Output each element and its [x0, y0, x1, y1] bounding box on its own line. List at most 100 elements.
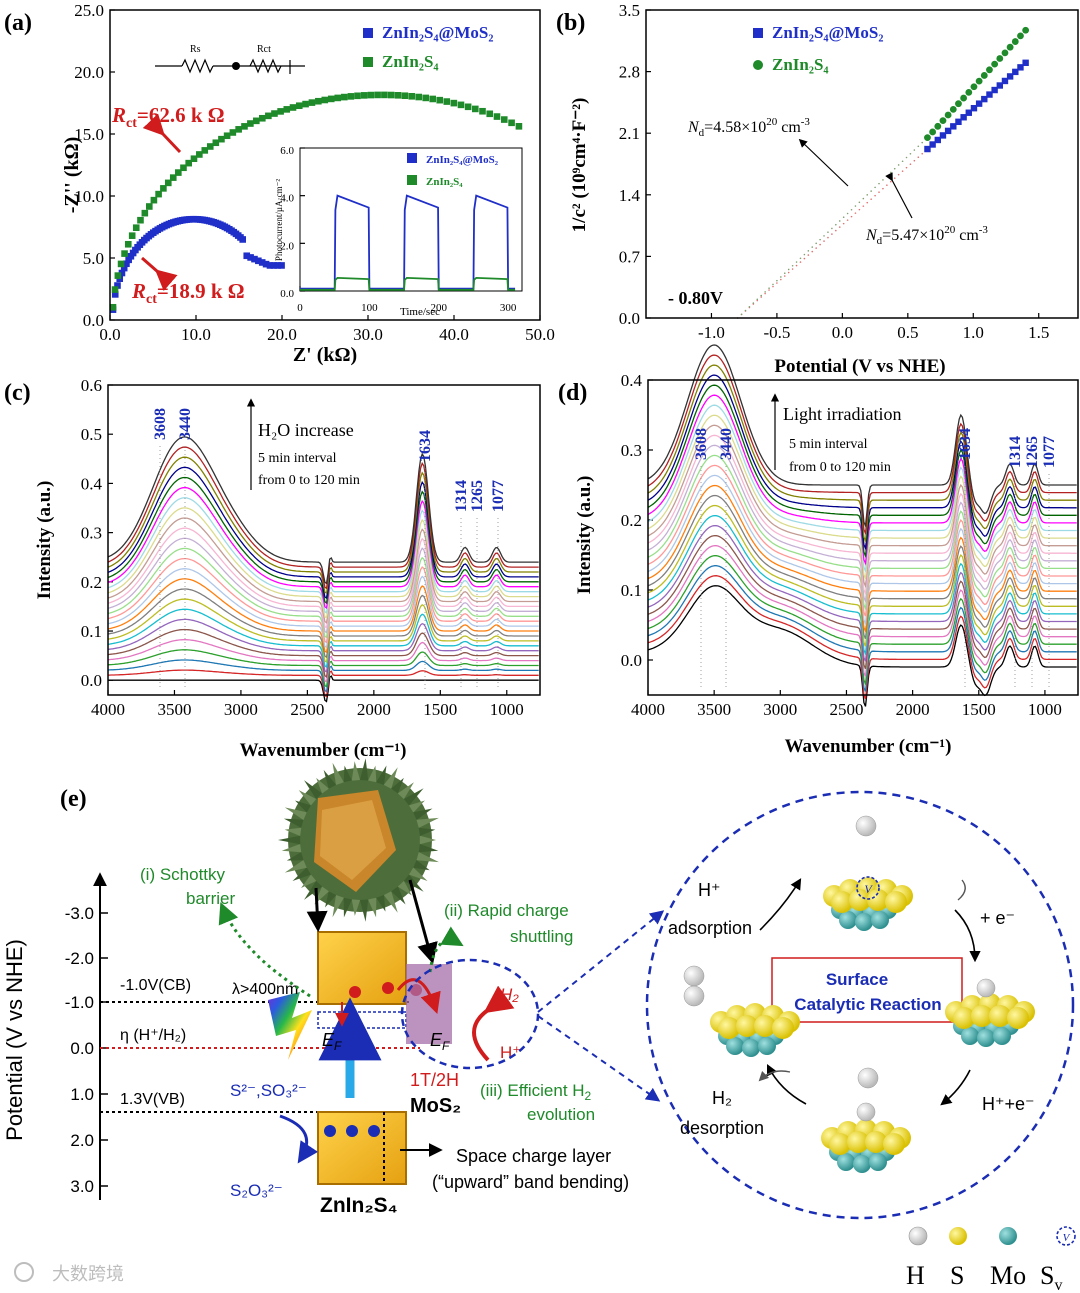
data-point	[141, 209, 149, 217]
mo-atom	[855, 913, 873, 931]
spike	[304, 880, 323, 900]
plus-e-label: + e⁻	[980, 908, 1015, 928]
x-tick-label: 2000	[896, 700, 930, 719]
ef-label-zis: EF	[322, 1030, 342, 1053]
h2-label: H₂	[500, 985, 519, 1004]
catalytic-cycle-circle	[645, 790, 1075, 1220]
electron-curve-2	[758, 1070, 791, 1082]
legend-label: ZnIn₂S₄	[772, 55, 829, 74]
data-point	[991, 60, 999, 68]
spectrum-line	[647, 524, 1077, 662]
fit-line-dot	[811, 250, 814, 253]
data-point	[354, 92, 361, 100]
spectrum-line	[647, 384, 1077, 559]
panel-label-e: (e)	[60, 786, 87, 812]
axis-xlabel-d: Wavenumber (cm⁻¹)	[785, 736, 952, 757]
spike	[416, 852, 439, 863]
spike	[418, 843, 439, 853]
data-point	[387, 91, 395, 99]
spike	[383, 767, 398, 789]
spike	[397, 880, 412, 896]
y-tick-label: 6.0	[280, 145, 294, 157]
spike	[332, 762, 344, 786]
fit-line-dot	[858, 208, 861, 211]
legend-marker	[363, 28, 373, 38]
spike	[284, 859, 307, 873]
data-point	[114, 282, 121, 289]
y-tick-label: 0.0	[619, 309, 640, 328]
spectrum-line	[107, 456, 539, 595]
schottky-label-2: barrier	[186, 889, 235, 908]
data-point	[415, 93, 423, 101]
data-point	[924, 134, 931, 142]
data-point	[429, 95, 436, 103]
spike	[295, 800, 312, 813]
fit-line-dot	[893, 177, 896, 179]
fit-line-dot	[740, 313, 743, 316]
circuit-label-rct: Rct	[257, 44, 271, 55]
spectrum-line	[107, 618, 539, 674]
fit-line-dot	[803, 253, 806, 256]
nd-arrow-green	[798, 138, 849, 187]
phase-label: 1T/2H	[410, 1070, 459, 1090]
data-point	[274, 262, 281, 269]
mo-atom	[839, 911, 857, 929]
h-atom	[683, 965, 705, 987]
peak-label: 1077	[1041, 436, 1058, 468]
s-atom	[883, 1133, 905, 1155]
data-point	[955, 118, 962, 126]
light-bolt-icon	[268, 992, 312, 1060]
fit-line-dot	[835, 229, 837, 232]
space-charge-label: Space charge layer	[456, 1146, 611, 1166]
mos2-label: MoS₂	[410, 1095, 461, 1117]
x-tick-label: 1500	[423, 700, 457, 719]
peak-labels-c: 3608 3440 1634 1314 1265 1077	[152, 408, 507, 690]
data-point	[986, 66, 993, 74]
nd-label-green: Nd=4.58×1020 cm-3	[687, 116, 810, 139]
fit-line-dot	[783, 275, 786, 277]
fit-line-dot	[799, 261, 802, 263]
data-point	[190, 155, 198, 163]
electron-curve-1	[957, 879, 966, 901]
legend-h-ball	[908, 1226, 928, 1246]
efficient-label-2: evolution	[527, 1105, 595, 1124]
h-atom	[683, 985, 705, 1007]
legend-sv: Sv	[1040, 1261, 1062, 1293]
data-points-a	[109, 91, 523, 313]
potential-tick-label: -1.0	[65, 993, 94, 1012]
efficient-label: (iii) Efficient H2	[480, 1081, 592, 1103]
data-point	[321, 96, 329, 104]
cycle-arrow-2	[954, 909, 981, 963]
spectrum-line	[108, 675, 539, 703]
legend-marker	[363, 57, 373, 67]
spectrum-line	[107, 466, 539, 600]
data-point	[206, 143, 214, 150]
x-tick-label: 1000	[490, 700, 524, 719]
spectrum-line	[107, 486, 539, 610]
s-atom	[1007, 1007, 1029, 1029]
s-atom	[736, 1015, 758, 1037]
data-point	[924, 145, 931, 153]
data-point	[241, 123, 248, 130]
potential-tick-label: -3.0	[65, 904, 94, 923]
fit-line-dot	[819, 243, 821, 246]
spectrum-line	[107, 659, 539, 693]
spike	[343, 897, 352, 918]
y-tick-label: 1.4	[619, 186, 641, 205]
photocurrent-line	[300, 194, 516, 290]
data-point	[118, 269, 126, 277]
spike	[418, 827, 436, 837]
legend-marker	[407, 175, 417, 185]
ef-label-mos2: EF	[430, 1030, 450, 1053]
y-tick-label: 0.0	[83, 311, 104, 330]
data-point	[464, 103, 472, 111]
panel-label-c: (c)	[4, 380, 31, 406]
y-tick-labels-a: 0.0 5.0 10.0 15.0 20.0 25.0	[74, 1, 115, 330]
mo-atom	[993, 1027, 1011, 1045]
data-point	[247, 254, 254, 261]
h-ads-label-2: adsorption	[668, 918, 752, 938]
fit-line-dot	[795, 264, 798, 267]
data-point	[981, 95, 988, 103]
fit-line-dot	[917, 156, 920, 158]
legend-a: ZnIn₂S₄@MoS₂ ZnIn₂S₄	[363, 23, 493, 71]
